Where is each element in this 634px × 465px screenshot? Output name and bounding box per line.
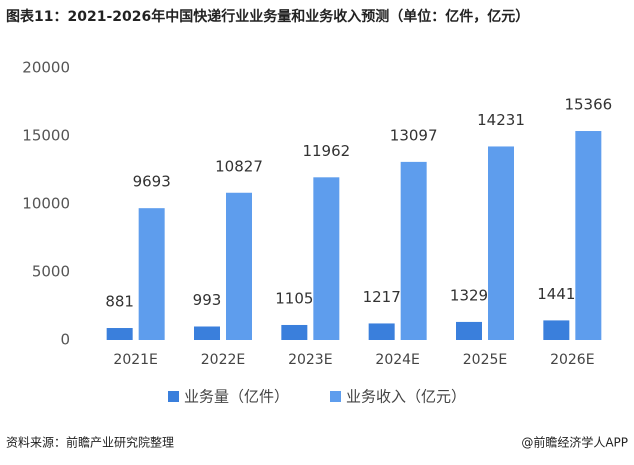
value-label: 881	[105, 293, 134, 311]
legend-swatch	[168, 391, 179, 402]
y-tick-label: 5000	[32, 263, 70, 281]
x-tick-label: 2022E	[201, 352, 245, 368]
bar	[575, 131, 602, 340]
x-tick-label: 2025E	[463, 352, 507, 368]
x-tick-label: 2026E	[550, 352, 594, 368]
bar	[138, 208, 165, 340]
x-tick-label: 2021E	[113, 352, 157, 368]
value-label: 1105	[275, 289, 313, 307]
y-tick-label: 20000	[22, 59, 70, 77]
y-tick-label: 0	[60, 331, 70, 349]
x-tick-label: 2023E	[288, 352, 332, 368]
bar	[456, 321, 482, 340]
credit: @前瞻经济学人APP	[521, 435, 628, 450]
value-label: 10827	[215, 157, 263, 175]
value-label: 1441	[537, 285, 575, 303]
bar	[106, 328, 133, 340]
value-label: 14231	[477, 111, 525, 129]
bar	[543, 320, 570, 340]
value-label: 1217	[363, 288, 401, 306]
source: 资料来源：前瞻产业研究院整理	[6, 435, 174, 450]
bar	[488, 146, 514, 340]
bar	[281, 324, 308, 340]
value-label: 13097	[390, 126, 438, 144]
bar	[313, 177, 340, 340]
bar	[226, 192, 252, 340]
legend-label: 业务量（亿件）	[184, 388, 289, 406]
value-label: 1329	[450, 286, 488, 304]
value-label: 9693	[133, 173, 171, 191]
y-tick-label: 10000	[22, 195, 70, 213]
value-label: 11962	[302, 142, 350, 160]
y-tick-label: 15000	[22, 127, 70, 145]
legend-label: 业务收入（亿元）	[346, 388, 466, 406]
value-label: 15366	[564, 96, 612, 114]
chart-title: 图表11：2021-2026年中国快递行业业务量和业务收入预测（单位：亿件，亿元…	[6, 8, 529, 25]
bar	[194, 326, 220, 340]
legend-swatch	[330, 391, 341, 402]
bar	[400, 161, 427, 340]
value-label: 993	[193, 291, 222, 309]
bar	[368, 323, 395, 340]
x-tick-label: 2024E	[375, 352, 419, 368]
